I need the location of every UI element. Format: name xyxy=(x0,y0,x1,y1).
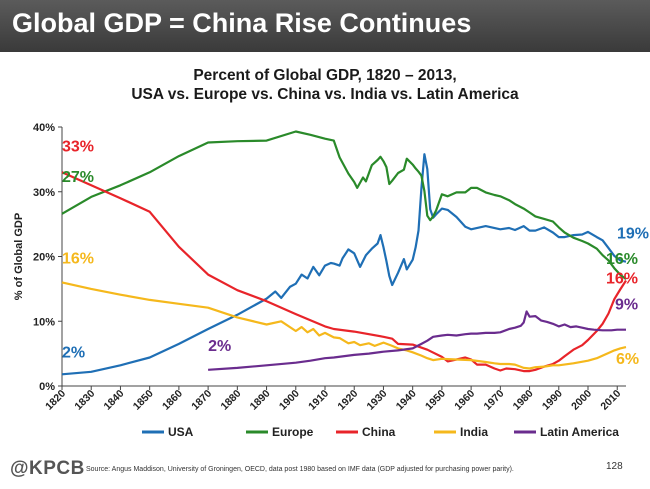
x-tick-label: 1970 xyxy=(481,388,506,413)
value-label: 9% xyxy=(615,297,638,314)
x-tick-label: 1890 xyxy=(248,388,273,413)
x-tick-label: 2000 xyxy=(569,388,594,413)
source-note: Source: Angus Maddison, University of Gr… xyxy=(86,466,514,473)
value-label: 2% xyxy=(62,344,85,361)
x-tick-label: 1950 xyxy=(423,388,448,413)
chart-title-line-2: USA vs. Europe vs. China vs. India vs. L… xyxy=(131,86,519,103)
legend-label: Europe xyxy=(272,425,314,439)
value-label: 6% xyxy=(616,351,639,368)
x-tick-label: 1990 xyxy=(540,388,565,413)
x-tick-label: 1920 xyxy=(335,388,360,413)
x-tick-label: 1840 xyxy=(102,388,127,413)
x-tick-label: 1860 xyxy=(160,388,185,413)
series-line-usa xyxy=(61,153,627,376)
y-tick-label: 20% xyxy=(33,252,55,264)
x-tick-label: 1980 xyxy=(511,388,536,413)
value-label: 16% xyxy=(606,251,638,268)
series-line-india xyxy=(61,281,627,370)
chart-title-line-1: Percent of Global GDP, 1820 – 2013, xyxy=(193,67,457,84)
y-tick-label: 30% xyxy=(33,187,55,199)
legend-label: USA xyxy=(168,425,194,439)
x-tick-label: 1940 xyxy=(394,388,419,413)
brand-logo: @KPCB xyxy=(10,458,85,479)
x-tick-label: 1870 xyxy=(189,388,214,413)
x-tick-label: 1930 xyxy=(365,388,390,413)
x-tick-label: 1900 xyxy=(277,388,302,413)
legend-label: China xyxy=(362,425,396,439)
x-tick-label: 1830 xyxy=(72,388,97,413)
value-label: 27% xyxy=(62,169,94,186)
legend-label: Latin America xyxy=(540,425,619,439)
value-label: 16% xyxy=(62,250,94,267)
value-label: 16% xyxy=(606,270,638,287)
x-tick-label: 1880 xyxy=(218,388,243,413)
series-line-latin-america xyxy=(208,310,626,371)
x-tick-label: 1910 xyxy=(306,388,331,413)
slide-title: Global GDP = China Rise Continues xyxy=(12,8,472,38)
slide-header: Global GDP = China Rise Continues xyxy=(0,0,650,52)
x-tick-label: 1960 xyxy=(452,388,477,413)
y-tick-label: 40% xyxy=(33,122,55,134)
y-tick-label: 10% xyxy=(33,316,55,328)
chart-title: Percent of Global GDP, 1820 – 2013, USA … xyxy=(0,66,650,104)
series-line-china xyxy=(61,171,627,373)
page-number: 128 xyxy=(606,461,623,472)
y-tick-label: 0% xyxy=(39,381,55,393)
legend-label: India xyxy=(460,425,488,439)
value-label: 33% xyxy=(62,138,94,155)
series-line-europe xyxy=(61,130,627,281)
x-tick-label: 2010 xyxy=(598,388,623,413)
value-label: 19% xyxy=(617,226,649,243)
x-tick-label: 1850 xyxy=(131,388,156,413)
value-label: 2% xyxy=(208,338,231,355)
y-axis-label: % of Global GDP xyxy=(13,213,25,300)
